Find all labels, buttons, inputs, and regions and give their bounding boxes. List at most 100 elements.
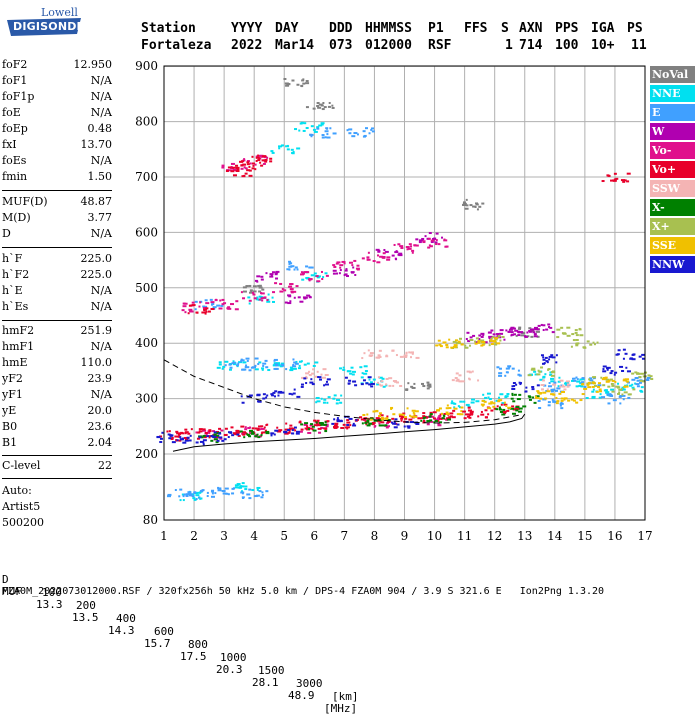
echo-point-noval bbox=[331, 106, 335, 109]
echo-point-nne bbox=[197, 491, 202, 494]
echo-point-sse bbox=[445, 346, 449, 349]
echo-point-vo- bbox=[220, 429, 224, 432]
param-value: N/A bbox=[90, 90, 112, 103]
echo-point-vo- bbox=[189, 310, 194, 313]
echo-point-e bbox=[206, 495, 209, 498]
echo-point-w bbox=[537, 324, 541, 327]
echo-point-ssw bbox=[320, 373, 323, 376]
echo-point-e bbox=[608, 394, 612, 397]
echo-point-vo- bbox=[166, 430, 169, 433]
echo-point-nnw bbox=[248, 394, 253, 397]
echo-point-nne bbox=[280, 144, 284, 147]
echo-point-sse bbox=[408, 414, 411, 417]
legend-item-ssw: SSW bbox=[650, 180, 695, 197]
echo-point-sse bbox=[413, 415, 418, 418]
echo-point-ssw bbox=[385, 377, 389, 380]
echo-point-vo- bbox=[385, 426, 389, 429]
echo-point-vo- bbox=[372, 260, 376, 263]
echo-point-e bbox=[235, 364, 239, 367]
echo-point-x- bbox=[366, 420, 369, 423]
echo-point-sse bbox=[490, 339, 493, 342]
echo-point-w bbox=[270, 274, 273, 277]
logo-line2: DIGISONDE bbox=[13, 20, 85, 33]
echo-point-nnw bbox=[641, 353, 646, 356]
echo-point-vo- bbox=[218, 307, 223, 310]
echo-point-vo- bbox=[432, 411, 437, 414]
echo-point-noval bbox=[305, 80, 309, 83]
echo-point-nne bbox=[482, 393, 485, 396]
echo-point-x- bbox=[312, 429, 317, 432]
echo-point-vo- bbox=[276, 426, 279, 429]
legend-label: E bbox=[652, 106, 661, 119]
echo-point-x- bbox=[540, 366, 544, 369]
echo-point-vo- bbox=[259, 435, 263, 438]
echo-point-nne bbox=[300, 360, 303, 363]
param-label: h`F bbox=[2, 252, 23, 265]
echo-point-x- bbox=[490, 337, 493, 340]
echo-point-nne bbox=[459, 400, 463, 403]
echo-point-nnw bbox=[287, 429, 291, 432]
param-value: N/A bbox=[90, 340, 112, 353]
echo-point-nne bbox=[295, 360, 298, 363]
echo-point-nne bbox=[241, 490, 244, 493]
echo-point-w bbox=[533, 335, 538, 338]
echo-point-x- bbox=[369, 417, 374, 420]
echo-point-w bbox=[418, 241, 422, 244]
echo-point-noval bbox=[301, 79, 305, 82]
echo-point-nnw bbox=[518, 381, 521, 384]
echo-point-e bbox=[274, 363, 278, 366]
echo-point-nne bbox=[381, 377, 385, 380]
echo-point-w bbox=[499, 329, 504, 332]
muf-label: MUF bbox=[2, 585, 22, 598]
echo-point-nne bbox=[349, 372, 353, 375]
echo-point-x- bbox=[260, 434, 263, 437]
echo-point-vo- bbox=[325, 425, 329, 428]
echo-point-nne bbox=[466, 404, 469, 407]
echo-point-nne bbox=[327, 396, 331, 399]
echo-point-vo- bbox=[255, 156, 260, 159]
echo-point-vo- bbox=[289, 288, 294, 291]
x-tick-label: 15 bbox=[577, 529, 592, 543]
echo-point-nnw bbox=[360, 383, 364, 386]
echo-point-vo- bbox=[178, 439, 182, 442]
echo-point-w bbox=[354, 273, 357, 276]
echo-point-vo- bbox=[333, 426, 338, 429]
echo-point-e bbox=[551, 398, 554, 401]
echo-point-x- bbox=[216, 432, 219, 435]
echo-point-nnw bbox=[540, 354, 544, 357]
echo-point-x- bbox=[243, 436, 246, 439]
echo-point-nnw bbox=[393, 426, 398, 429]
echo-point-sse bbox=[450, 346, 454, 349]
echo-point-x- bbox=[528, 398, 532, 401]
echo-point-e bbox=[255, 494, 260, 497]
echo-point-noval bbox=[317, 106, 322, 109]
echo-point-e bbox=[261, 494, 264, 497]
echo-point-vo- bbox=[468, 416, 472, 419]
echo-point-x- bbox=[512, 412, 517, 415]
echo-point-vo- bbox=[205, 307, 209, 310]
echo-point-vo- bbox=[178, 434, 181, 437]
echo-point-ssw bbox=[316, 370, 319, 373]
echo-point-vo- bbox=[408, 243, 412, 246]
echo-point-noval bbox=[302, 82, 306, 85]
echo-point-nnw bbox=[156, 436, 161, 439]
echo-point-sse bbox=[534, 395, 537, 398]
echo-point-x- bbox=[433, 421, 436, 424]
echo-point-w bbox=[306, 294, 311, 297]
echo-point-w bbox=[260, 278, 264, 281]
echo-point-w bbox=[345, 268, 348, 271]
echo-point-vo- bbox=[343, 262, 346, 265]
echo-point-vo- bbox=[212, 430, 216, 433]
echo-point-ssw bbox=[411, 352, 414, 355]
param-row-hf: h`F 225.0 bbox=[2, 252, 112, 268]
echo-point-e bbox=[286, 268, 291, 271]
echo-point-vo- bbox=[386, 258, 391, 261]
echo-point-e bbox=[552, 388, 556, 391]
echo-point-nnw bbox=[181, 437, 184, 440]
echo-point-vo- bbox=[385, 422, 389, 425]
echo-point-sse bbox=[460, 406, 464, 409]
echo-point-vo- bbox=[437, 424, 442, 427]
echo-point-e bbox=[265, 366, 269, 369]
echo-point-vo- bbox=[260, 427, 265, 430]
echo-point-sse bbox=[372, 410, 376, 413]
